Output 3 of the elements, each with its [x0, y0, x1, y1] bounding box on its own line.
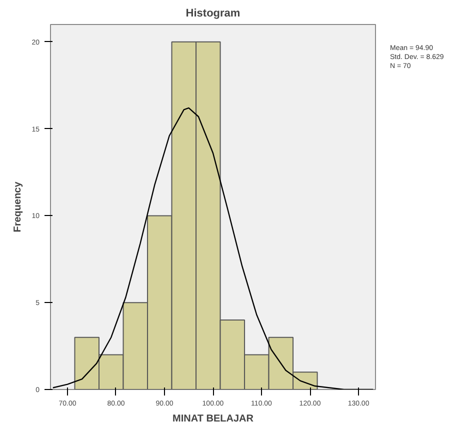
chart-title: Histogram	[186, 8, 240, 20]
x-axis-title: MINAT BELAJAR	[172, 414, 254, 424]
y-axis-title: Frequency	[12, 181, 24, 232]
